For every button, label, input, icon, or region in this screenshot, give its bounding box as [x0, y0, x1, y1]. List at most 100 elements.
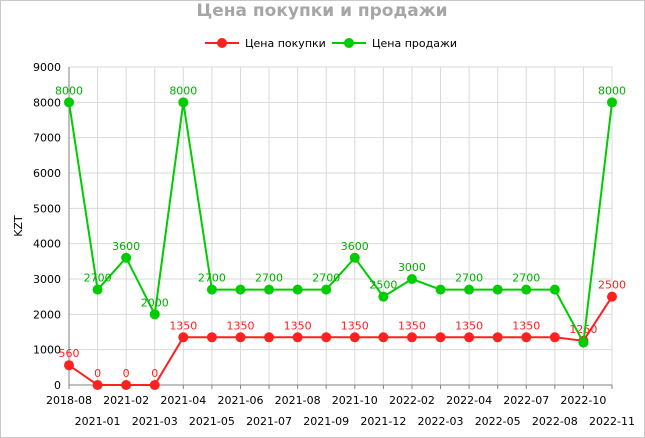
data-label: 2700 — [512, 272, 540, 285]
data-label: 1350 — [455, 319, 483, 332]
data-point — [378, 332, 389, 343]
x-tick-label: 2022-02 — [389, 394, 435, 407]
data-label: 1350 — [341, 319, 369, 332]
y-tick-label: 0 — [54, 379, 61, 392]
x-tick-label: 2021-07 — [246, 415, 292, 428]
data-label: 560 — [59, 347, 80, 360]
x-tick-label: 2022-11 — [589, 415, 635, 428]
data-label: 1350 — [398, 319, 426, 332]
data-point — [521, 284, 532, 295]
data-point — [235, 284, 246, 295]
data-label: 3000 — [398, 261, 426, 274]
x-tick-label: 2022-04 — [446, 394, 492, 407]
data-label: 2500 — [369, 279, 397, 292]
data-point — [264, 332, 275, 343]
x-tick-label: 2022-05 — [475, 415, 521, 428]
y-tick-label: 6000 — [33, 167, 61, 180]
data-label: 2000 — [141, 296, 169, 309]
data-label: 8000 — [169, 84, 197, 97]
data-label: 8000 — [55, 84, 83, 97]
data-point — [64, 360, 74, 371]
data-label: 2700 — [312, 272, 340, 285]
x-tick-label: 2022-07 — [503, 394, 549, 407]
chart-title: Цена покупки и продажи — [196, 1, 447, 21]
x-tick-label: 2021-09 — [303, 415, 349, 428]
data-point — [149, 380, 160, 390]
y-tick-label: 4000 — [33, 238, 61, 251]
data-label: 1350 — [284, 319, 312, 332]
data-point — [549, 284, 560, 295]
data-point — [406, 332, 417, 343]
x-tick-label: 2021-08 — [275, 394, 321, 407]
data-label: 0 — [94, 367, 101, 380]
data-point — [464, 332, 475, 343]
data-point — [435, 284, 446, 295]
data-point — [549, 332, 560, 343]
data-label: 2700 — [455, 272, 483, 285]
y-tick-label: 8000 — [33, 96, 61, 109]
data-label: 8000 — [598, 84, 626, 97]
data-label: 1350 — [226, 319, 254, 332]
data-point — [578, 337, 589, 348]
data-point — [292, 332, 303, 343]
data-point — [92, 380, 103, 390]
data-point — [149, 309, 160, 320]
x-tick-label: 2022-03 — [418, 415, 464, 428]
data-label: 2500 — [598, 279, 626, 292]
data-label: 3600 — [112, 240, 140, 253]
data-point — [206, 284, 217, 295]
data-point — [492, 284, 503, 295]
data-point — [321, 332, 332, 343]
data-label: 1350 — [512, 319, 540, 332]
data-label: 2700 — [198, 272, 226, 285]
data-point — [321, 284, 332, 295]
series-layer: 560 0 0 0 1350 1350 1350 1350 1350 1350 1350 1250 25… — [55, 84, 626, 390]
data-point — [349, 332, 360, 343]
data-point — [521, 332, 532, 343]
data-point — [92, 284, 103, 295]
x-tick-label: 2021-01 — [75, 415, 121, 428]
axes: 0 1000 2000 3000 4000 5000 6000 7000 8000 9000 201… — [33, 61, 635, 428]
data-point — [406, 274, 417, 284]
legend-label: Цена продажи — [372, 37, 457, 50]
data-point — [235, 332, 246, 343]
y-tick-label: 7000 — [33, 132, 61, 145]
data-label: 0 — [123, 367, 130, 380]
data-point — [121, 380, 132, 390]
x-tick-label: 2018-08 — [46, 394, 92, 407]
legend-marker — [344, 38, 354, 48]
data-label: 2700 — [255, 272, 283, 285]
data-label: 1250 — [569, 323, 597, 336]
y-axis-label: KZT — [12, 215, 25, 237]
data-point — [607, 291, 617, 302]
data-point — [121, 252, 132, 263]
legend: Цена покупки Цена продажи — [205, 37, 457, 50]
x-tick-label: 2022-08 — [532, 415, 578, 428]
x-tick-label: 2021-05 — [189, 415, 235, 428]
data-point — [464, 284, 475, 295]
data-point — [178, 97, 189, 108]
x-tick-label: 2021-04 — [160, 394, 206, 407]
y-tick-label: 3000 — [33, 273, 61, 286]
y-tick-label: 5000 — [33, 202, 61, 215]
series-1: 560 0 0 0 1350 1350 1350 1350 1350 1350 1350 1250 25… — [59, 279, 626, 390]
y-tick-label: 9000 — [33, 61, 61, 74]
data-label: 1350 — [169, 319, 197, 332]
data-point — [492, 332, 503, 343]
series-2: 8000 2700 3600 2000 8000 2700 2700 2700 3600 2500… — [55, 84, 626, 348]
y-tick-label: 2000 — [33, 308, 61, 321]
x-tick-label: 2021-02 — [103, 394, 149, 407]
legend-marker — [217, 38, 227, 48]
data-point — [292, 284, 303, 295]
x-tick-label: 2021-12 — [360, 415, 406, 428]
data-point — [349, 252, 360, 263]
data-label: 2700 — [84, 272, 112, 285]
data-point — [435, 332, 446, 343]
data-point — [264, 284, 275, 295]
x-tick-label: 2022-10 — [560, 394, 606, 407]
y-tick-label: 1000 — [33, 344, 61, 357]
data-point — [178, 332, 189, 343]
data-point — [378, 291, 389, 302]
x-tick-label: 2021-03 — [132, 415, 178, 428]
